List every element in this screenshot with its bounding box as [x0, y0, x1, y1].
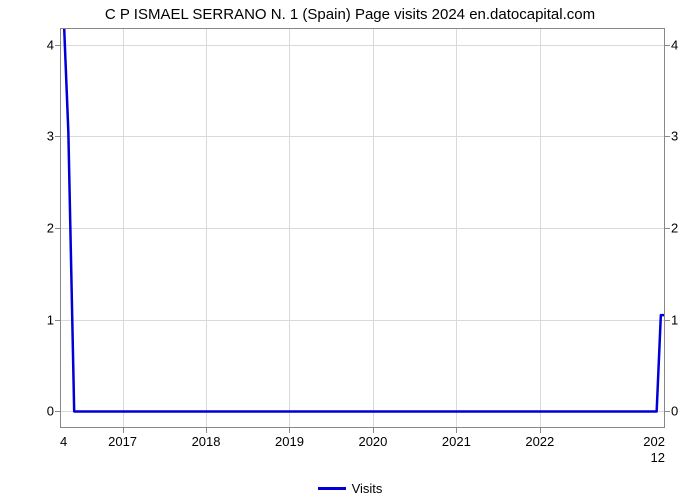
y-tick-label-right: 2: [665, 221, 678, 236]
x-corner-right-label: 12: [651, 428, 665, 465]
legend-label: Visits: [352, 481, 383, 496]
x-tick-label: 2018: [192, 428, 221, 449]
series-line: [64, 28, 665, 411]
x-tick-label: 2022: [525, 428, 554, 449]
y-tick-label-right: 4: [665, 37, 678, 52]
y-tick-label-right: 1: [665, 312, 678, 327]
x-tick-label: 2020: [358, 428, 387, 449]
y-tick-label-right: 0: [665, 404, 678, 419]
series-layer: [60, 28, 665, 428]
legend-swatch: [318, 487, 346, 490]
legend: Visits: [0, 481, 700, 496]
y-tick-label-right: 3: [665, 129, 678, 144]
y-tick-label: 2: [47, 221, 60, 236]
y-tick-label: 0: [47, 404, 60, 419]
y-tick-label: 1: [47, 312, 60, 327]
plot-area: 01234 01234 201720182019202020212022 4 2…: [60, 28, 665, 428]
y-tick-label: 3: [47, 129, 60, 144]
x-tick-label: 2017: [108, 428, 137, 449]
y-tick-label: 4: [47, 37, 60, 52]
x-corner-left-label: 4: [60, 428, 67, 449]
x-tick-label: 2021: [442, 428, 471, 449]
x-tick-label: 2019: [275, 428, 304, 449]
chart-title: C P ISMAEL SERRANO N. 1 (Spain) Page vis…: [0, 6, 700, 23]
chart-container: C P ISMAEL SERRANO N. 1 (Spain) Page vis…: [0, 0, 700, 500]
